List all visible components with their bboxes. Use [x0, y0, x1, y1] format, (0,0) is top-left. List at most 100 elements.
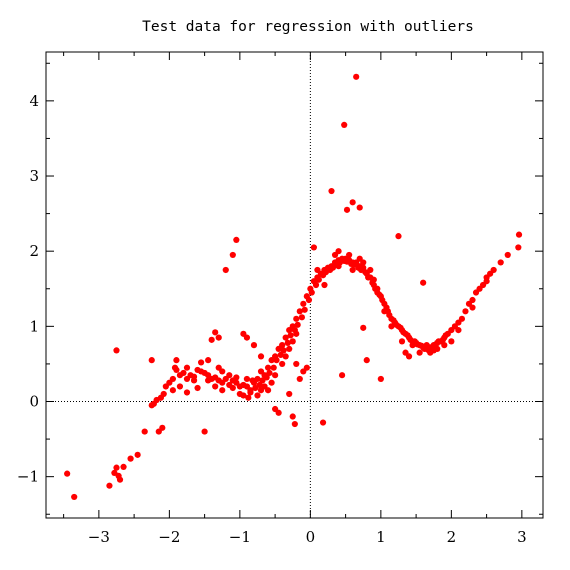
data-point	[229, 384, 236, 392]
data-point	[390, 317, 397, 324]
data-point	[376, 291, 383, 298]
data-point	[120, 463, 127, 470]
data-point	[308, 289, 315, 296]
data-point	[250, 342, 258, 349]
data-point	[448, 338, 455, 345]
data-point	[360, 324, 367, 331]
data-point	[226, 372, 233, 379]
x-tick-label: −2	[158, 528, 180, 546]
data-point	[159, 424, 166, 431]
data-point	[215, 334, 222, 341]
data-point	[261, 383, 268, 390]
data-point	[458, 315, 466, 322]
data-point	[365, 274, 372, 281]
data-point	[197, 359, 205, 366]
data-point	[409, 342, 416, 349]
data-point	[441, 342, 448, 349]
data-point	[439, 336, 446, 343]
data-point	[321, 281, 328, 289]
data-point	[346, 251, 353, 259]
data-point	[293, 360, 300, 368]
data-point	[363, 357, 370, 364]
data-point	[386, 311, 393, 319]
y-tick-label: 2	[29, 242, 39, 260]
data-point	[245, 394, 252, 401]
data-point	[301, 306, 308, 313]
data-point	[256, 381, 263, 389]
data-point	[113, 347, 120, 354]
data-point	[362, 269, 369, 276]
data-point	[222, 266, 229, 274]
data-point	[455, 326, 462, 334]
data-point	[310, 244, 317, 251]
data-point	[243, 375, 251, 383]
data-point	[275, 409, 282, 416]
data-point	[190, 377, 198, 384]
data-point	[291, 420, 298, 428]
x-tick-label: 0	[306, 528, 316, 546]
data-point	[341, 121, 348, 129]
data-point	[328, 187, 335, 195]
data-point	[504, 251, 511, 259]
data-point	[287, 332, 294, 339]
x-axis: −3 −2 −1 0 1 2 3	[63, 52, 527, 546]
data-point	[141, 428, 148, 435]
data-point	[282, 353, 289, 360]
data-point	[300, 300, 307, 307]
data-point	[127, 455, 134, 462]
data-point	[249, 377, 256, 384]
data-point	[64, 470, 71, 477]
data-point	[404, 332, 411, 339]
data-point	[279, 342, 286, 349]
data-point	[515, 231, 523, 238]
data-point	[263, 374, 270, 381]
data-point	[338, 372, 346, 379]
data-point	[289, 413, 296, 420]
x-tick-label: −3	[88, 528, 110, 546]
chart-title: Test data for regression with outliers	[142, 19, 474, 35]
data-point	[298, 314, 306, 321]
data-point	[296, 308, 303, 315]
data-point	[353, 73, 360, 80]
data-point	[469, 296, 476, 304]
data-point	[247, 389, 254, 396]
zero-lines	[46, 52, 543, 518]
data-point	[212, 329, 219, 336]
data-point	[483, 274, 490, 281]
x-tick-label: 1	[376, 528, 386, 546]
data-point	[293, 330, 300, 337]
data-point	[272, 372, 279, 379]
data-point	[254, 375, 261, 383]
data-point	[305, 296, 313, 304]
data-point	[106, 482, 113, 489]
data-point	[490, 266, 497, 274]
data-point	[462, 308, 469, 315]
data-point	[423, 342, 430, 349]
data-point	[254, 392, 261, 399]
data-point	[219, 368, 226, 375]
data-point	[208, 336, 215, 343]
data-point	[233, 236, 240, 244]
data-point	[289, 338, 296, 345]
data-point	[335, 263, 342, 270]
data-point	[515, 244, 522, 251]
data-point	[183, 389, 191, 396]
data-point	[312, 281, 320, 289]
data-point	[331, 251, 339, 259]
y-tick-label: 4	[29, 92, 39, 110]
data-point	[388, 323, 395, 330]
data-point	[205, 377, 212, 384]
data-point	[183, 364, 191, 371]
data-point	[280, 347, 287, 354]
y-tick-label: −1	[17, 468, 39, 486]
data-point	[296, 375, 303, 383]
data-point	[416, 349, 423, 356]
data-point	[349, 266, 356, 274]
data-point	[367, 266, 374, 274]
data-point	[277, 351, 284, 358]
data-point	[398, 338, 406, 345]
data-point	[134, 451, 141, 458]
plot-frame	[45, 51, 544, 519]
data-point	[405, 353, 413, 360]
